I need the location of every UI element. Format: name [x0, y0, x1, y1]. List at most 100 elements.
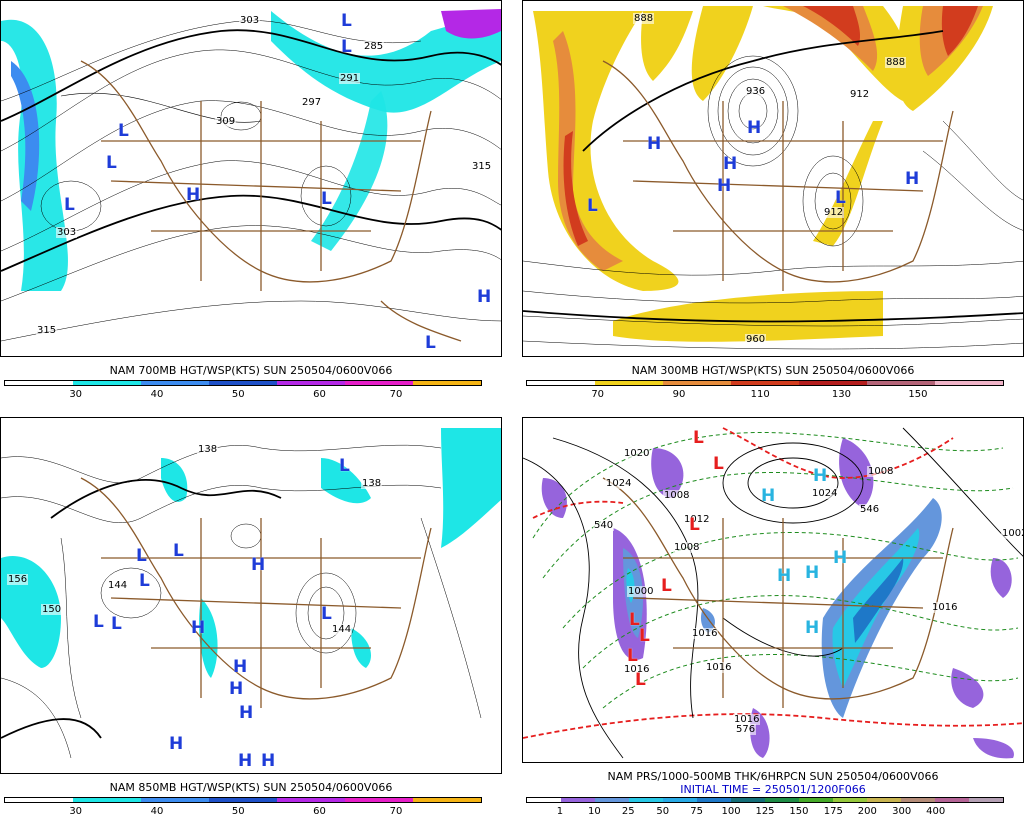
contour-label: 1000: [627, 586, 655, 597]
contour-label: 1024: [811, 488, 839, 499]
scale-tick: 1: [556, 806, 564, 817]
panel-850mb: 138 156 150 144 144 138 H H H H H H H H …: [0, 417, 502, 819]
scale-tick: 175: [823, 806, 843, 817]
high-pressure-marker: H: [191, 618, 206, 638]
contour-label: 1008: [673, 542, 701, 553]
high-pressure-marker: H: [777, 566, 792, 586]
high-pressure-marker: H: [261, 751, 276, 771]
low-pressure-marker: L: [139, 571, 150, 591]
contour-label: 1016: [623, 664, 651, 675]
color-scale: [4, 380, 482, 386]
map-300mb: 888 936 912 888 960 912 H H H H H L L: [522, 0, 1024, 357]
contour-label: 303: [56, 227, 78, 238]
map-prs-graphic: [523, 427, 1023, 759]
map-700mb-graphic: [1, 9, 501, 342]
low-pressure-marker: L: [321, 604, 332, 624]
scale-tick: 400: [926, 806, 946, 817]
scale-tick: 40: [150, 806, 164, 817]
panel-title: NAM 300MB HGT/WSP(KTS) SUN 250504/0600V0…: [631, 364, 915, 377]
high-pressure-marker: H: [229, 679, 244, 699]
contour-label: 546: [859, 504, 881, 515]
scale-tick: 25: [621, 806, 635, 817]
scale-tick-labels: 30 40 50 60 70: [4, 389, 482, 401]
low-pressure-marker: L: [587, 196, 598, 216]
scale-tick-labels: 70 90 110 130 150: [526, 389, 1004, 401]
low-pressure-marker: L: [173, 541, 184, 561]
contour-label: 315: [471, 161, 493, 172]
high-pressure-marker: H: [805, 563, 820, 583]
contour-label: 576: [735, 724, 757, 735]
contour-label: 1016: [733, 714, 761, 725]
low-pressure-marker: L: [635, 670, 646, 690]
scale-tick: 90: [672, 389, 686, 400]
initial-time: INITIAL TIME = 250501/1200F066: [680, 783, 866, 796]
color-scale: [4, 797, 482, 803]
map-850mb: 138 156 150 144 144 138 H H H H H H H H …: [0, 417, 502, 774]
contour-label: 144: [107, 580, 129, 591]
contour-label: 138: [197, 444, 219, 455]
low-pressure-marker: L: [661, 576, 672, 596]
scale-tick: 60: [313, 806, 326, 817]
low-pressure-marker: L: [627, 646, 638, 666]
high-pressure-marker: H: [805, 618, 820, 638]
contour-label: 1012: [683, 514, 711, 525]
contour-label: 1016: [931, 602, 959, 613]
contour-label: 309: [215, 116, 237, 127]
contour-label: 912: [849, 89, 871, 100]
scale-tick: 30: [69, 806, 83, 817]
contour-label: 540: [593, 520, 615, 531]
low-pressure-marker: L: [629, 610, 640, 630]
high-pressure-marker: H: [238, 751, 253, 771]
contour-label: 1020: [623, 448, 651, 459]
low-pressure-marker: L: [111, 614, 122, 634]
high-pressure-marker: H: [717, 176, 732, 196]
low-pressure-marker: L: [118, 121, 129, 141]
contour-label: 960: [745, 334, 767, 345]
low-pressure-marker: L: [339, 456, 350, 476]
scale-tick: 70: [591, 389, 605, 400]
low-pressure-marker: L: [341, 11, 352, 31]
contour-label: 936: [745, 86, 767, 97]
low-pressure-marker: L: [693, 428, 704, 448]
scale-tick: 50: [231, 806, 245, 817]
contour-label: 156: [7, 574, 29, 585]
scale-tick: 40: [150, 389, 164, 400]
map-prs-thk-pcn: 1024 1008 1000 1016 1016 1016 1016 1024 …: [522, 417, 1024, 763]
scale-tick: 50: [656, 806, 670, 817]
high-pressure-marker: H: [905, 169, 920, 189]
low-pressure-marker: L: [93, 612, 104, 632]
scale-tick: 125: [755, 806, 775, 817]
low-pressure-marker: L: [341, 37, 352, 57]
panel-title: NAM PRS/1000-500MB THK/6HRPCN SUN 250504…: [607, 770, 939, 783]
contour-label: 1002: [1001, 528, 1023, 539]
scale-tick: 60: [313, 389, 326, 400]
scale-tick: 75: [690, 806, 704, 817]
color-scale: [526, 380, 1004, 386]
contour-label: 291: [339, 73, 361, 84]
contour-label: 138: [361, 478, 383, 489]
low-pressure-marker: L: [425, 333, 436, 353]
low-pressure-marker: L: [835, 188, 846, 208]
scale-tick: 70: [389, 806, 403, 817]
contour-label: 285: [363, 41, 385, 52]
contour-label: 888: [885, 57, 907, 68]
contour-label: 1016: [691, 628, 719, 639]
scale-tick: 70: [389, 389, 403, 400]
low-pressure-marker: L: [321, 189, 332, 209]
contour-label: 1008: [663, 490, 691, 501]
map-700mb: 303 309 285 291 297 315 303 315 H H L L …: [0, 0, 502, 357]
scale-tick-labels: 1 10 25 50 75 100 125 150 175 200 300 40…: [526, 806, 1004, 818]
contour-label: 315: [36, 325, 58, 336]
contour-label: 150: [41, 604, 63, 615]
contour-label: 888: [633, 13, 655, 24]
low-pressure-marker: L: [106, 153, 117, 173]
scale-tick: 10: [587, 806, 601, 817]
high-pressure-marker: H: [251, 555, 266, 575]
scale-tick: 300: [892, 806, 912, 817]
high-pressure-marker: H: [239, 703, 254, 723]
low-pressure-marker: L: [639, 626, 650, 646]
scale-tick: 150: [908, 389, 928, 400]
contour-label: 144: [331, 624, 353, 635]
scale-tick: 150: [789, 806, 809, 817]
scale-tick: 30: [69, 389, 83, 400]
